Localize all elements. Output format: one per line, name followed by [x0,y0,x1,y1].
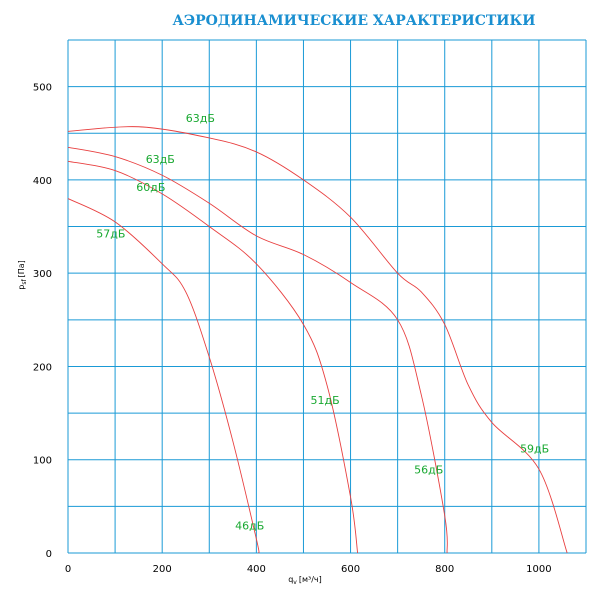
y-tick-labels: 0 100 200 300 400 500 [33,83,52,560]
x-tick-label: 800 [435,564,454,575]
pressure-curve [67,198,260,554]
pressure-curve [67,146,448,554]
sound-level-label: 56дБ [414,464,443,477]
y-tick-label: 400 [33,176,52,187]
pressure-curve [67,126,568,554]
x-tick-label: 400 [247,564,266,575]
sound-level-label: 59дБ [520,442,549,455]
sound-level-label: 57дБ [96,228,125,241]
grid [67,39,587,554]
x-tick-label: 1000 [526,564,551,575]
y-tick-label: 200 [33,362,52,373]
y-tick-label: 0 [46,549,52,560]
x-tick-label: 0 [65,564,71,575]
sound-level-label: 60дБ [136,181,165,194]
sound-level-labels: 63дБ 63дБ 60дБ 57дБ 46дБ 51дБ 56дБ 59дБ [96,112,549,533]
y-axis-label: psf[Па] [17,260,28,290]
chart-title: АЭРОДИНАМИЧЕСКИЕ ХАРАКТЕРИСТИКИ [173,13,536,29]
y-tick-label: 300 [33,269,52,280]
sound-level-label: 63дБ [146,153,175,166]
pressure-curve [67,160,359,554]
sound-level-label: 63дБ [186,112,215,125]
pressure-curves [67,126,568,554]
x-tick-label: 200 [153,564,172,575]
sound-level-label: 46дБ [235,520,264,533]
x-tick-labels: 0 200 400 600 800 1000 [65,564,552,575]
y-tick-label: 500 [33,83,52,94]
sound-level-label: 51дБ [311,394,340,407]
x-axis-label: qv [м³/ч] [288,575,322,586]
y-tick-label: 100 [33,456,52,467]
x-tick-label: 600 [341,564,360,575]
